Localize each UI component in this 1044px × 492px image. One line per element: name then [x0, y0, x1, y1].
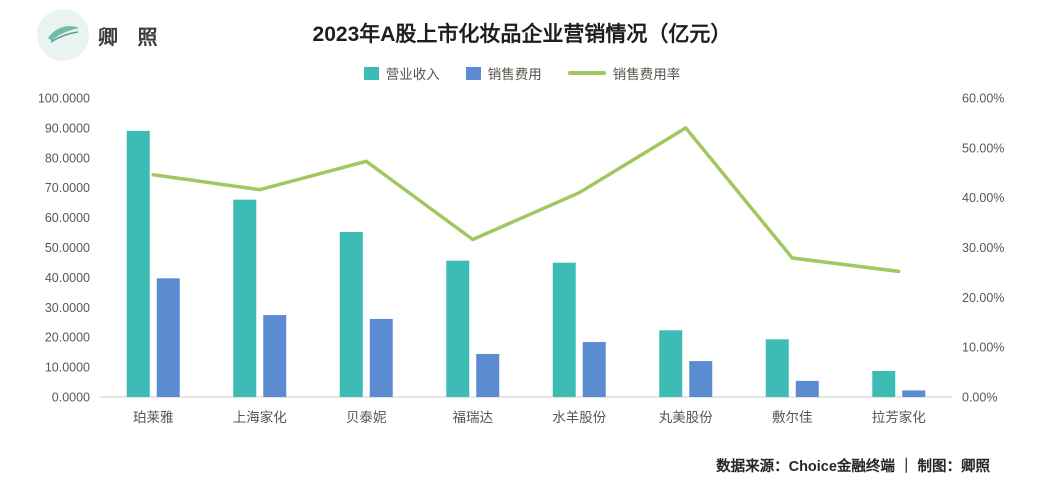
category-label: 贝泰妮 — [346, 410, 387, 425]
revenue-bar — [339, 231, 363, 397]
left-axis-tick: 100.0000 — [38, 92, 90, 106]
revenue-bar — [446, 260, 470, 397]
legend-label-expense: 销售费用 — [487, 67, 542, 82]
revenue-bar — [233, 199, 257, 397]
category-label: 福瑞达 — [453, 410, 494, 425]
category-label: 水羊股份 — [552, 410, 606, 425]
ratio-line-swatch-icon — [567, 71, 606, 75]
chart-title: 2023年A股上市化妆品企业营销情况（亿元） — [312, 23, 732, 46]
revenue-bar — [765, 339, 789, 397]
left-axis-tick: 50.0000 — [45, 241, 90, 255]
expense-bar — [689, 361, 713, 397]
category-label: 拉芳家化 — [872, 409, 926, 425]
expense-bar — [263, 315, 287, 397]
right-axis-tick: 50.00% — [962, 141, 1004, 155]
revenue-bar — [872, 370, 896, 397]
left-axis-tick: 10.0000 — [45, 361, 90, 375]
data-source: 数据来源：Choice金融终端 ｜ 制图：卿照 — [716, 459, 990, 475]
expense-swatch-icon — [465, 66, 481, 80]
legend-label-ratio: 销售费用率 — [612, 67, 681, 82]
left-axis-tick: 90.0000 — [45, 121, 90, 135]
category-label: 上海家化 — [233, 409, 287, 425]
logo: 卿 照 — [36, 8, 165, 62]
logo-text: 卿 照 — [98, 26, 165, 49]
left-axis-tick: 70.0000 — [45, 181, 90, 195]
left-axis-tick: 0.0000 — [52, 391, 90, 405]
right-axis-tick: 60.00% — [962, 92, 1004, 106]
left-axis-tick: 30.0000 — [45, 301, 90, 315]
left-axis-tick: 80.0000 — [45, 151, 90, 165]
category-label: 敷尔佳 — [772, 410, 813, 425]
expense-bar — [582, 341, 606, 397]
category-label: 丸美股份 — [659, 410, 713, 425]
legend-item-revenue: 营业收入 — [363, 63, 440, 83]
logo-icon — [37, 9, 89, 61]
right-axis-tick: 10.00% — [962, 341, 1004, 355]
right-axis-tick: 20.00% — [962, 291, 1004, 305]
legend: 营业收入 销售费用 销售费用率 — [0, 63, 1044, 83]
right-axis-tick: 40.00% — [962, 191, 1004, 205]
expense-bar — [476, 353, 500, 397]
legend-label-revenue: 营业收入 — [385, 67, 440, 82]
right-axis-tick: 0.00% — [962, 391, 997, 405]
left-axis-tick: 60.0000 — [45, 211, 90, 225]
left-axis-tick: 20.0000 — [45, 331, 90, 345]
legend-item-ratio: 销售费用率 — [567, 63, 681, 83]
revenue-swatch-icon — [363, 66, 379, 80]
right-axis-tick: 30.00% — [962, 241, 1004, 255]
category-label: 珀莱雅 — [133, 410, 174, 425]
left-axis-tick: 40.0000 — [45, 271, 90, 285]
expense-bar — [369, 318, 393, 397]
expense-bar — [156, 278, 180, 397]
revenue-bar — [552, 262, 576, 397]
expense-bar — [902, 390, 926, 397]
revenue-bar — [126, 130, 150, 397]
revenue-bar — [659, 330, 683, 397]
expense-bar — [795, 380, 819, 397]
legend-item-expense: 销售费用 — [465, 63, 542, 83]
ratio-line — [151, 126, 901, 274]
